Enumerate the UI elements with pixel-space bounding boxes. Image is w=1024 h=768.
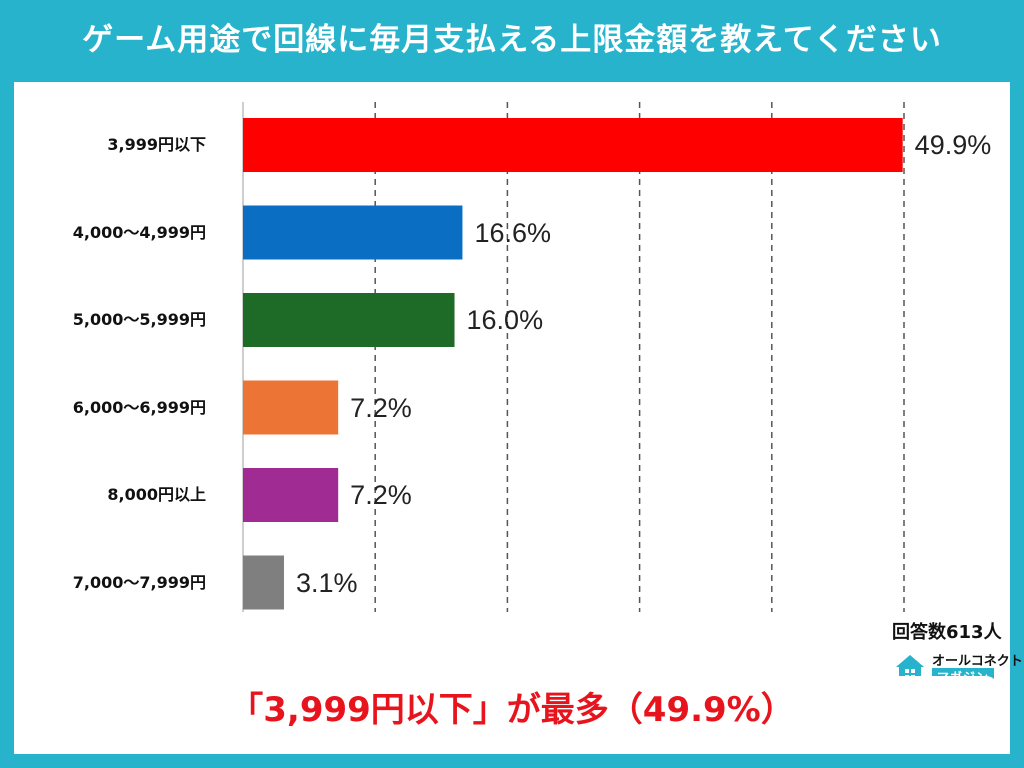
data-label: 7.2% [350, 392, 412, 423]
bar [243, 468, 339, 522]
data-label: 49.9% [914, 130, 992, 160]
bar [243, 118, 903, 172]
bar [243, 380, 339, 435]
category-label: 7,000〜7,999円 [72, 572, 206, 592]
category-label: 8,000円以上 [107, 485, 206, 504]
data-label: 16.6% [474, 217, 551, 248]
bar [243, 205, 463, 260]
category-label: 3,999円以下 [107, 135, 206, 154]
category-label: 6,000〜6,999円 [72, 397, 206, 417]
house-icon [896, 655, 924, 682]
category-label: 5,000〜5,999円 [72, 310, 206, 329]
data-label: 16.0% [466, 305, 544, 335]
bar-chart [242, 102, 905, 612]
chart-panel: 3,999円以下 49.9% 4,000〜4,999円 16.6% 5,000〜5,99… [14, 82, 1023, 754]
logo-text-top: オールコネクト [932, 654, 1023, 669]
summary-banner: 「3,999円以下」が最多（49.9%） [26, 676, 998, 744]
bar [243, 293, 455, 347]
bar [243, 555, 284, 610]
respondent-count: 回答数613人 [892, 622, 1002, 643]
data-label: 7.2% [350, 480, 412, 510]
data-label: 3.1% [295, 567, 358, 598]
page-title: ゲーム用途で回線に毎月支払える上限金額を教えてください [82, 22, 942, 58]
category-label: 4,000〜4,999円 [72, 222, 206, 242]
